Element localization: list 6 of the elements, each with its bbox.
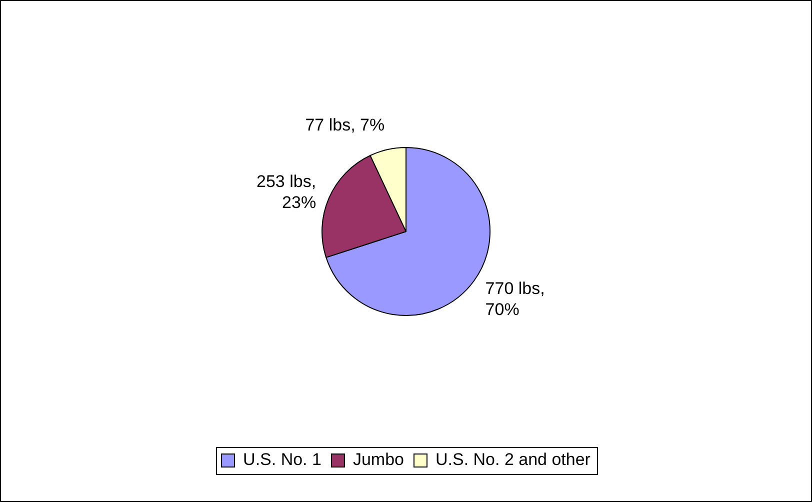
data-label: 77 lbs, 7% <box>305 116 385 135</box>
data-label: 253 lbs, 23% <box>256 172 316 212</box>
legend-label: U.S. No. 1 <box>243 450 322 470</box>
legend-label: U.S. No. 2 and other <box>435 450 591 470</box>
legend-label: Jumbo <box>352 450 404 470</box>
data-label: 770 lbs, 70% <box>485 278 545 319</box>
